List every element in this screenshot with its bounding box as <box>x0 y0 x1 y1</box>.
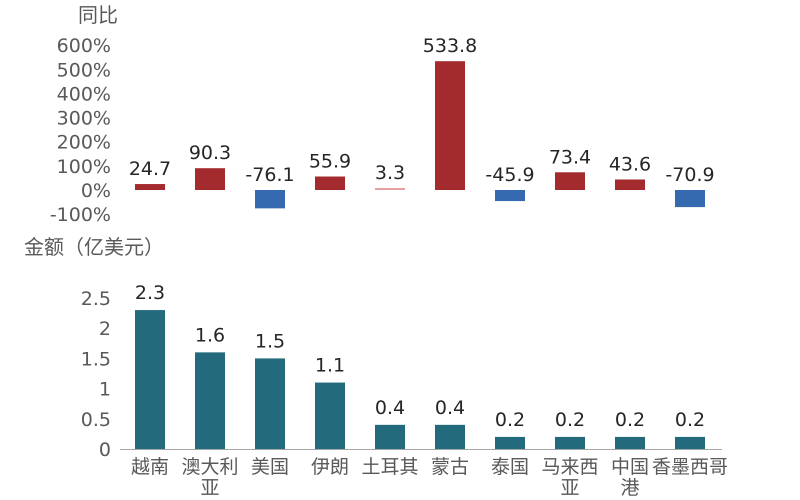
bottom-bar <box>375 424 405 449</box>
category-label: 港 <box>620 477 639 499</box>
top-data-label: -45.9 <box>485 164 534 186</box>
bottom-y-tick: 1 <box>99 379 111 401</box>
category-label: 亚 <box>200 477 219 499</box>
bottom-y-tick: 1.5 <box>81 348 111 370</box>
bottom-bars <box>135 310 705 449</box>
bottom-data-label: 0.2 <box>495 409 525 431</box>
top-y-tick: 600% <box>57 35 111 57</box>
bottom-bar <box>135 310 165 449</box>
top-bar <box>495 190 525 202</box>
bottom-y-tick: 2 <box>99 318 111 340</box>
category-label: 马来西 <box>541 456 598 478</box>
category-label: 泰国 <box>491 456 529 478</box>
top-data-label: 90.3 <box>189 142 231 164</box>
bottom-bar <box>675 436 705 449</box>
top-data-label: 3.3 <box>375 162 405 184</box>
bottom-data-label: 0.2 <box>675 409 705 431</box>
top-bar <box>375 188 405 190</box>
category-label: 澳大利 <box>181 456 238 478</box>
bottom-data-label: 1.5 <box>255 330 285 352</box>
bottom-data-label: 0.4 <box>375 397 405 419</box>
category-label: 香墨西哥 <box>652 456 728 478</box>
top-y-tick: 200% <box>57 132 111 154</box>
top-data-label: 533.8 <box>423 35 477 57</box>
top-data-label: 55.9 <box>309 151 351 173</box>
top-bar <box>255 190 285 209</box>
bottom-y-ticks: 2.5 2 1.5 1 0.5 0 <box>81 288 111 461</box>
top-data-label: 43.6 <box>609 153 651 175</box>
top-data-labels: 24.7 90.3 -76.1 55.9 3.3 533.8 -45.9 73.4 43.6 -7… <box>129 35 715 186</box>
category-label: 越南 <box>131 456 169 478</box>
top-chart-ylabel: 同比 <box>78 3 118 27</box>
top-y-tick: 500% <box>57 59 111 81</box>
top-bar <box>135 184 165 190</box>
bottom-bar <box>315 382 345 449</box>
top-data-label: -70.9 <box>665 164 714 186</box>
top-data-label: -76.1 <box>245 164 294 186</box>
top-bar <box>555 172 585 190</box>
bottom-y-tick: 0.5 <box>81 409 111 431</box>
bottom-data-labels: 2.3 1.6 1.5 1.1 0.4 0.4 0.2 0.2 0.2 0.2 <box>135 282 705 431</box>
bottom-data-label: 0.2 <box>615 409 645 431</box>
top-bar <box>615 179 645 190</box>
top-y-tick: 400% <box>57 83 111 105</box>
top-bars <box>135 61 705 209</box>
category-label: 蒙古 <box>431 456 469 478</box>
bottom-bar <box>255 358 285 449</box>
bottom-data-label: 2.3 <box>135 282 165 304</box>
top-y-tick: 100% <box>57 156 111 178</box>
bottom-data-label: 0.2 <box>555 409 585 431</box>
category-label: 中国 <box>611 456 649 478</box>
bottom-bar <box>615 436 645 449</box>
bottom-bar <box>195 352 225 449</box>
bottom-bar <box>495 436 525 449</box>
top-bar <box>435 61 465 190</box>
category-label: 美国 <box>251 456 289 478</box>
top-data-label: 24.7 <box>129 158 171 180</box>
bottom-data-label: 1.6 <box>195 324 225 346</box>
category-label: 亚 <box>560 477 579 499</box>
bottom-y-tick: 0 <box>99 439 111 461</box>
top-bar <box>195 168 225 190</box>
bottom-bar <box>555 436 585 449</box>
top-y-tick: 0% <box>81 180 111 202</box>
bottom-data-label: 0.4 <box>435 397 465 419</box>
top-y-tick: 300% <box>57 108 111 130</box>
bottom-bar <box>435 424 465 449</box>
category-label: 伊朗 <box>311 456 349 478</box>
bottom-data-label: 1.1 <box>315 355 345 377</box>
bottom-chart-ylabel: 金额（亿美元） <box>24 235 164 259</box>
top-data-label: 73.4 <box>549 146 591 168</box>
category-label: 土耳其 <box>361 456 418 478</box>
bottom-y-tick: 2.5 <box>81 288 111 310</box>
top-y-ticks: 600%500%400% 300%200%100%0%-100% <box>50 35 111 226</box>
top-y-tick: -100% <box>50 204 111 226</box>
top-bar <box>315 176 345 190</box>
top-bar <box>675 190 705 208</box>
